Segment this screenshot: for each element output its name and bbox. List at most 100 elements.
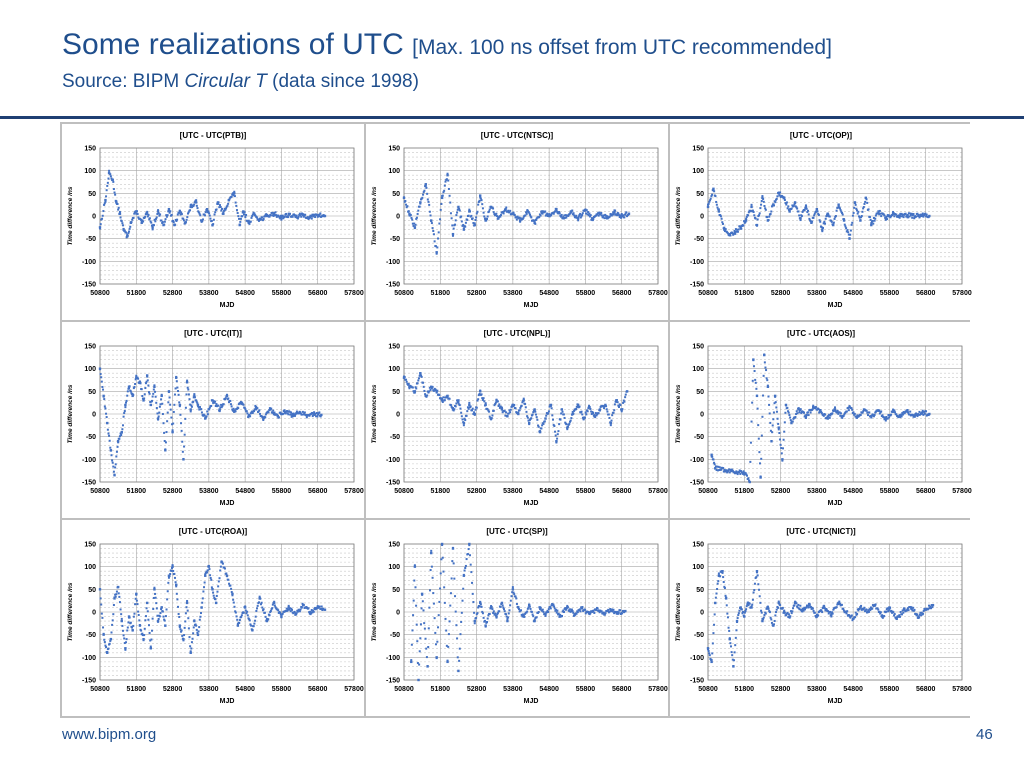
- data-point: [209, 574, 212, 577]
- data-point: [448, 194, 451, 197]
- data-point: [430, 385, 433, 388]
- data-point: [849, 233, 852, 236]
- data-point: [833, 217, 836, 220]
- data-point: [313, 213, 316, 216]
- data-point: [552, 212, 555, 215]
- utc-chart-2: [UTC - UTC(NTSC)]150100500-50-100-150508…: [366, 124, 668, 320]
- data-point: [303, 411, 306, 414]
- data-point: [522, 399, 525, 402]
- data-point: [429, 388, 432, 391]
- data-point: [434, 245, 437, 248]
- data-point: [743, 611, 746, 614]
- data-point: [514, 407, 517, 410]
- data-point: [414, 223, 417, 226]
- x-tick-label: 57800: [952, 290, 972, 297]
- data-point: [275, 607, 278, 610]
- data-point: [761, 619, 764, 623]
- data-point: [208, 568, 211, 571]
- data-point: [319, 212, 322, 215]
- data-point: [734, 636, 737, 639]
- data-point: [154, 390, 157, 393]
- data-point: [143, 217, 146, 220]
- data-point: [193, 393, 196, 396]
- data-point: [795, 602, 798, 605]
- data-point: [528, 419, 531, 422]
- data-point: [135, 592, 138, 596]
- data-point: [216, 202, 219, 205]
- data-point: [297, 215, 300, 218]
- data-point: [415, 604, 418, 607]
- data-point: [118, 212, 122, 215]
- data-point: [211, 588, 214, 591]
- data-point: [886, 607, 889, 610]
- data-point: [895, 213, 898, 216]
- data-point: [258, 412, 261, 415]
- data-point: [197, 406, 200, 409]
- data-point: [108, 434, 111, 437]
- data-point: [426, 394, 429, 397]
- data-point: [541, 608, 544, 611]
- data-point: [153, 384, 156, 387]
- footer-url[interactable]: www.bipm.org: [62, 726, 157, 743]
- data-point: [121, 428, 124, 431]
- data-point: [183, 626, 186, 629]
- data-point: [295, 410, 298, 413]
- data-point: [481, 397, 484, 400]
- data-point: [777, 428, 780, 431]
- data-series: [410, 542, 627, 682]
- data-point: [544, 614, 547, 617]
- data-point: [277, 609, 280, 612]
- data-point: [432, 602, 435, 605]
- data-point: [413, 226, 417, 229]
- data-point: [554, 210, 557, 213]
- data-point: [884, 217, 887, 220]
- data-point: [219, 569, 222, 572]
- data-point: [215, 403, 218, 406]
- data-point: [232, 407, 235, 410]
- data-point: [107, 647, 110, 650]
- data-point: [299, 608, 302, 611]
- data-point: [757, 424, 760, 427]
- data-point: [125, 399, 128, 402]
- x-tick-label: 51800: [431, 488, 451, 495]
- data-point: [147, 384, 150, 387]
- data-point: [421, 600, 424, 603]
- data-point: [923, 214, 926, 217]
- data-point: [159, 403, 162, 406]
- data-point: [615, 611, 618, 614]
- data-point: [608, 215, 611, 218]
- data-point: [616, 401, 619, 404]
- data-point: [863, 202, 866, 205]
- data-point: [580, 410, 583, 413]
- data-point: [144, 619, 147, 622]
- data-point: [714, 195, 717, 198]
- data-point: [925, 215, 928, 218]
- data-point: [795, 410, 798, 413]
- data-point: [508, 211, 511, 214]
- x-tick-label: 51800: [127, 488, 147, 495]
- data-point: [231, 193, 234, 196]
- data-point: [246, 610, 249, 613]
- data-point: [786, 611, 789, 614]
- data-point: [557, 612, 560, 615]
- data-point: [526, 209, 529, 212]
- data-point: [113, 191, 116, 194]
- data-point: [716, 206, 719, 209]
- data-point: [154, 592, 157, 595]
- data-point: [124, 403, 127, 407]
- data-point: [449, 604, 452, 607]
- data-point: [152, 224, 155, 227]
- data-point: [126, 626, 129, 629]
- data-point: [446, 659, 449, 662]
- data-point: [723, 585, 726, 588]
- data-point: [472, 222, 475, 225]
- data-point: [428, 390, 431, 393]
- data-point: [280, 218, 283, 221]
- data-point: [101, 217, 104, 220]
- data-point: [410, 660, 413, 664]
- data-point: [165, 215, 168, 218]
- data-point: [578, 405, 581, 408]
- data-point: [737, 614, 740, 617]
- data-point: [258, 595, 261, 598]
- data-point: [427, 200, 430, 203]
